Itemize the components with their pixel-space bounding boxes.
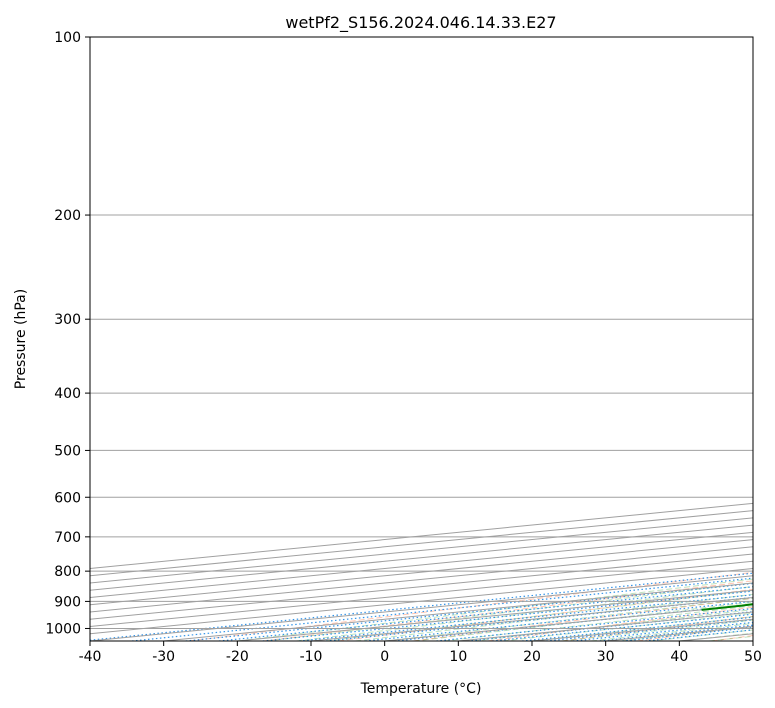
isotherm-grid (90, 502, 753, 641)
isotherm-gridline (90, 502, 753, 570)
x-tick-label: 0 (380, 649, 389, 665)
y-tick-label: 900 (54, 594, 81, 610)
x-tick-label: -20 (226, 649, 249, 665)
y-tick-label: 500 (54, 443, 81, 459)
x-tick-label: -10 (300, 649, 323, 665)
mixing-ratio-lines (90, 572, 753, 641)
mixing-ratio-line (492, 613, 753, 641)
isobar-grid (90, 37, 753, 629)
plot-content: -100-90-80-70-60-50-40-30-20-10010203040… (90, 37, 753, 641)
y-tick-label: 100 (54, 30, 81, 46)
x-axis-ticks: -40 -30 -20 -10 0 10 20 30 40 50 (79, 641, 762, 665)
y-axis-label: Pressure (hPa) (13, 289, 29, 389)
mixing-ratio-line (131, 577, 753, 641)
mixing-ratio-line (90, 572, 753, 641)
x-tick-label: 10 (449, 649, 467, 665)
y-tick-label: 700 (54, 530, 81, 546)
x-tick-label: 30 (597, 649, 615, 665)
isotherm-gridline (90, 517, 753, 584)
mixing-ratio-line (522, 616, 753, 641)
y-tick-label: 300 (54, 312, 81, 328)
y-tick-label: 800 (54, 564, 81, 580)
x-tick-label: 40 (670, 649, 688, 665)
isotherm-gridline (90, 510, 753, 577)
mixing-ratio-line (185, 582, 753, 641)
x-axis-label: Temperature (°C) (360, 681, 482, 697)
isotherm-gridline (90, 524, 753, 591)
isotherm-gridline (90, 531, 753, 599)
x-tick-label: -40 (79, 649, 102, 665)
isotherm-gridline (90, 539, 753, 606)
y-tick-label: 400 (54, 386, 81, 402)
x-tick-label: 20 (523, 649, 541, 665)
x-tick-label: -30 (152, 649, 175, 665)
y-tick-label: 600 (54, 490, 81, 506)
x-tick-label: 50 (744, 649, 762, 665)
y-axis-ticks: 100 200 300 400 500 600 700 800 900 1000 (45, 30, 90, 637)
mixing-ratio-line (218, 586, 753, 641)
chart-title: wetPf2_S156.2024.046.14.33.E27 (285, 13, 556, 33)
y-tick-label: 1000 (45, 621, 81, 637)
plot-area (90, 37, 753, 641)
y-tick-label: 200 (54, 208, 81, 224)
plot-frame (89, 36, 754, 642)
